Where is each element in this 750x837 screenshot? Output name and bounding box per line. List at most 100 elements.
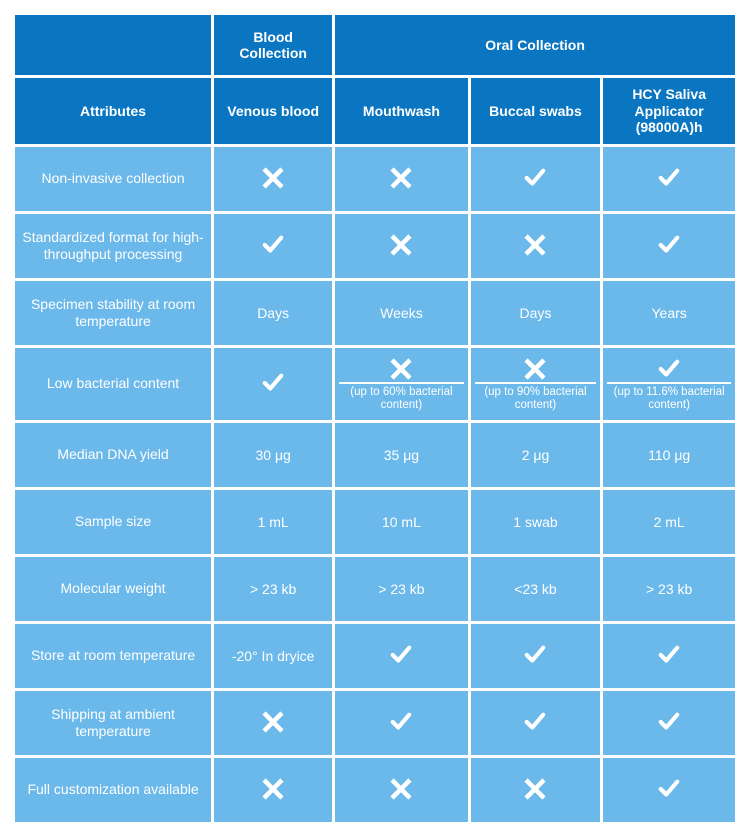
- cell-mouthwash: [335, 214, 467, 278]
- cell-mouthwash: 35 μg: [335, 423, 467, 487]
- sub-text: (up to 90% bacterial content): [478, 386, 594, 412]
- cell-buccal: [471, 691, 601, 755]
- header-row-2: Attributes Venous blood Mouthwash Buccal…: [15, 78, 735, 144]
- attr-label: Store at room temperature: [15, 624, 211, 688]
- check-icon: [657, 778, 681, 800]
- x-icon: [389, 358, 413, 380]
- cell-hcy: [603, 624, 735, 688]
- cell-buccal: 2 μg: [471, 423, 601, 487]
- check-icon: [523, 711, 547, 733]
- x-icon: [261, 167, 285, 189]
- cell-mouthwash: [335, 147, 467, 211]
- attr-label: Non-invasive collection: [15, 147, 211, 211]
- check-icon: [261, 372, 285, 394]
- x-icon: [261, 778, 285, 800]
- cell-mouthwash: 10 mL: [335, 490, 467, 554]
- check-icon: [389, 711, 413, 733]
- table-row: Standardized format for high-throughput …: [15, 214, 735, 278]
- table-row: Sample size 1 mL 10 mL 1 swab 2 mL: [15, 490, 735, 554]
- attr-label: Molecular weight: [15, 557, 211, 621]
- table-row: Median DNA yield 30 μg 35 μg 2 μg 110 μg: [15, 423, 735, 487]
- cell-hcy: > 23 kb: [603, 557, 735, 621]
- x-icon: [523, 234, 547, 256]
- attr-label: Standardized format for high-throughput …: [15, 214, 211, 278]
- mark-wrap: [339, 356, 463, 384]
- attr-label: Shipping at ambient temperature: [15, 691, 211, 755]
- table-row: Specimen stability at room temperature D…: [15, 281, 735, 345]
- x-icon: [389, 234, 413, 256]
- cell-buccal: (up to 90% bacterial content): [471, 348, 601, 420]
- header-empty: [15, 15, 211, 75]
- header-venous: Venous blood: [214, 78, 332, 144]
- attr-label: Median DNA yield: [15, 423, 211, 487]
- cell-venous: 30 μg: [214, 423, 332, 487]
- cell-venous: -20° In dryice: [214, 624, 332, 688]
- cell-buccal: [471, 624, 601, 688]
- check-icon: [657, 234, 681, 256]
- cell-buccal: 1 swab: [471, 490, 601, 554]
- cell-mouthwash: Weeks: [335, 281, 467, 345]
- cell-hcy: [603, 758, 735, 822]
- table-row: Full customization available: [15, 758, 735, 822]
- x-icon: [523, 778, 547, 800]
- cell-buccal: Days: [471, 281, 601, 345]
- cell-venous: > 23 kb: [214, 557, 332, 621]
- cell-buccal: <23 kb: [471, 557, 601, 621]
- header-attributes: Attributes: [15, 78, 211, 144]
- x-icon: [261, 711, 285, 733]
- table-row: Low bacterial content (up to 60% bacteri…: [15, 348, 735, 420]
- cell-mouthwash: (up to 60% bacterial content): [335, 348, 467, 420]
- cell-hcy: [603, 214, 735, 278]
- check-icon: [261, 234, 285, 256]
- header-mouthwash: Mouthwash: [335, 78, 467, 144]
- cell-venous: Days: [214, 281, 332, 345]
- sub-text: (up to 11.6% bacterial content): [610, 386, 728, 412]
- x-icon: [389, 167, 413, 189]
- cell-mouthwash: [335, 691, 467, 755]
- attr-label: Specimen stability at room temperature: [15, 281, 211, 345]
- check-icon: [657, 644, 681, 666]
- cell-hcy: Years: [603, 281, 735, 345]
- comparison-table: Blood Collection Oral Collection Attribu…: [12, 12, 738, 825]
- header-buccal: Buccal swabs: [471, 78, 601, 144]
- cell-hcy: [603, 691, 735, 755]
- check-icon: [657, 358, 681, 380]
- check-icon: [523, 644, 547, 666]
- table-row: Non-invasive collection: [15, 147, 735, 211]
- check-icon: [657, 167, 681, 189]
- cell-buccal: [471, 214, 601, 278]
- mark-wrap: [475, 356, 597, 384]
- cell-mouthwash: [335, 758, 467, 822]
- header-row-1: Blood Collection Oral Collection: [15, 15, 735, 75]
- cell-venous: 1 mL: [214, 490, 332, 554]
- mark-wrap: [607, 356, 731, 384]
- cell-hcy: (up to 11.6% bacterial content): [603, 348, 735, 420]
- attr-label: Full customization available: [15, 758, 211, 822]
- cell-venous: [214, 348, 332, 420]
- cell-venous: [214, 758, 332, 822]
- cell-hcy: 110 μg: [603, 423, 735, 487]
- table-row: Shipping at ambient temperature: [15, 691, 735, 755]
- table-row: Molecular weight > 23 kb > 23 kb <23 kb …: [15, 557, 735, 621]
- header-blood: Blood Collection: [214, 15, 332, 75]
- attr-label: Sample size: [15, 490, 211, 554]
- cell-venous: [214, 214, 332, 278]
- check-icon: [523, 167, 547, 189]
- cell-venous: [214, 147, 332, 211]
- cell-venous: [214, 691, 332, 755]
- cell-hcy: 2 mL: [603, 490, 735, 554]
- table-row: Store at room temperature -20° In dryice: [15, 624, 735, 688]
- check-icon: [657, 711, 681, 733]
- x-icon: [523, 358, 547, 380]
- cell-mouthwash: > 23 kb: [335, 557, 467, 621]
- sub-text: (up to 60% bacterial content): [342, 386, 460, 412]
- attr-label: Low bacterial content: [15, 348, 211, 420]
- cell-buccal: [471, 147, 601, 211]
- x-icon: [389, 778, 413, 800]
- cell-mouthwash: [335, 624, 467, 688]
- cell-buccal: [471, 758, 601, 822]
- check-icon: [389, 644, 413, 666]
- header-hcy: HCY Saliva Applicator (98000A)h: [603, 78, 735, 144]
- header-oral: Oral Collection: [335, 15, 735, 75]
- cell-hcy: [603, 147, 735, 211]
